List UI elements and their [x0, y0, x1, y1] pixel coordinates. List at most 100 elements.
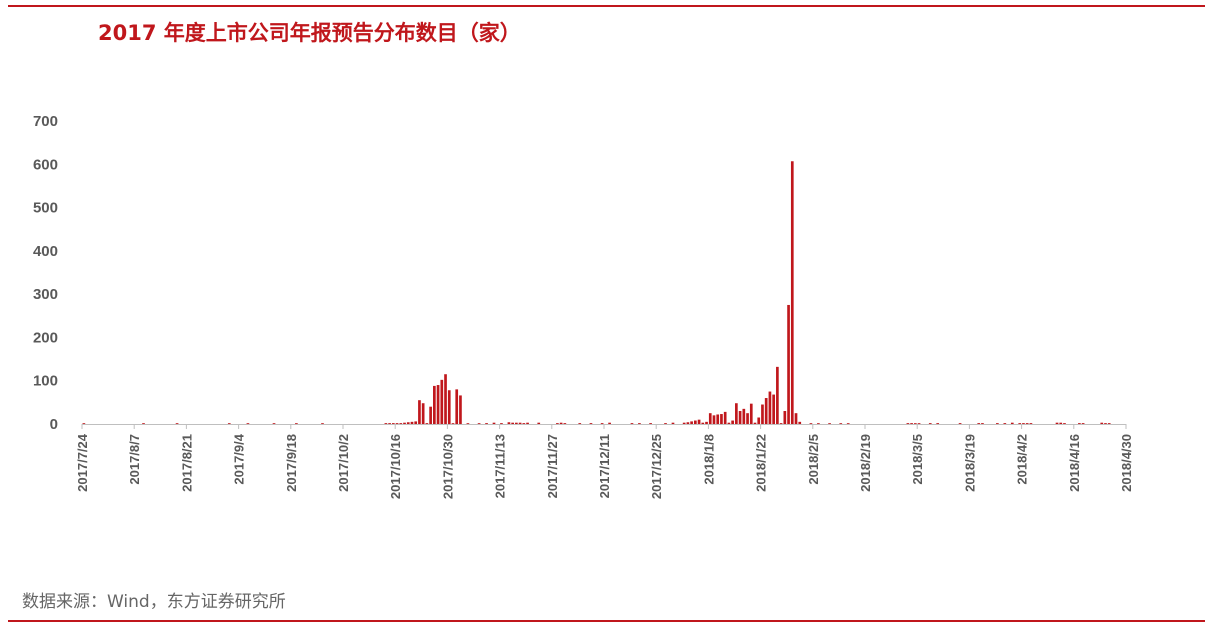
- bar: [686, 422, 690, 424]
- x-tick-label: 2018/4/2: [1015, 434, 1030, 485]
- bar: [809, 423, 813, 424]
- bar: [384, 423, 388, 424]
- bar: [321, 423, 324, 424]
- bar: [388, 423, 391, 424]
- x-tick-label: 2017/11/13: [493, 434, 508, 498]
- bar: [421, 403, 425, 424]
- bar: [403, 422, 406, 424]
- bar: [515, 422, 518, 424]
- bar: [406, 422, 410, 424]
- bar: [399, 423, 403, 424]
- bar: [839, 423, 843, 424]
- bar: [451, 423, 455, 424]
- bar: [418, 400, 421, 424]
- bar: [227, 423, 231, 424]
- bar: [563, 423, 567, 424]
- bar: [477, 423, 481, 424]
- bar: [701, 422, 705, 424]
- x-tick-label: 2017/10/30: [440, 434, 455, 499]
- bar: [746, 413, 749, 424]
- bar: [518, 422, 522, 424]
- bar: [705, 421, 708, 424]
- bar: [559, 422, 563, 424]
- x-tick-label: 2018/3/19: [962, 434, 977, 492]
- bar: [522, 423, 526, 424]
- bar: [749, 403, 753, 424]
- bar: [697, 419, 701, 424]
- bar: [910, 423, 913, 424]
- bar: [1104, 423, 1107, 424]
- bar: [794, 413, 798, 424]
- bar: [1010, 422, 1014, 424]
- bar: [1029, 423, 1033, 424]
- bar: [958, 423, 962, 424]
- bar: [738, 411, 742, 424]
- bar: [735, 403, 738, 424]
- bar: [727, 422, 731, 424]
- bar: [410, 421, 414, 424]
- chart-title: 2017 年度上市公司年报预告分布数目（家）: [98, 21, 521, 45]
- bar: [440, 379, 444, 424]
- bar: [790, 161, 794, 424]
- bar: [712, 415, 716, 424]
- bar: [246, 423, 250, 424]
- bar: [433, 385, 436, 424]
- y-tick-label: 400: [33, 243, 58, 260]
- bar: [779, 423, 783, 424]
- bar: [175, 423, 179, 424]
- bar: [671, 422, 675, 424]
- bar: [526, 422, 529, 424]
- bar: [142, 423, 145, 424]
- bar: [768, 391, 772, 424]
- bar: [761, 404, 764, 424]
- bar: [936, 423, 940, 424]
- bar: [1059, 422, 1063, 424]
- x-tick-label: 2017/10/2: [336, 434, 351, 492]
- bar: [414, 421, 418, 424]
- bar: [1063, 423, 1066, 424]
- bar: [638, 423, 641, 424]
- bar: [742, 408, 746, 424]
- bar: [720, 414, 723, 424]
- bar: [630, 423, 634, 424]
- y-tick-label: 500: [33, 200, 58, 217]
- bar: [391, 423, 395, 424]
- bar: [764, 398, 768, 424]
- x-tick-label: 2017/8/7: [127, 434, 142, 485]
- bar: [798, 421, 802, 424]
- bar: [429, 406, 432, 424]
- bar: [682, 422, 686, 424]
- bar: [1081, 423, 1085, 424]
- y-tick-label: 0: [50, 416, 58, 433]
- bar: [817, 423, 820, 424]
- x-tick-label: 2018/1/8: [701, 434, 716, 485]
- x-tick-label: 2017/12/11: [597, 434, 612, 498]
- x-tick-label: 2017/9/18: [284, 434, 299, 492]
- x-tick-label: 2017/10/16: [388, 434, 403, 499]
- bar: [694, 420, 697, 424]
- x-tick-label: 2018/4/30: [1119, 434, 1134, 492]
- x-axis: 2017/7/24 2017/8/7 2017/8/21 2017/9/4 2017/9…: [75, 424, 1134, 499]
- bar: [608, 422, 611, 424]
- bar: [1018, 423, 1022, 424]
- bar: [444, 374, 447, 424]
- x-tick-label: 2017/9/4: [232, 433, 247, 484]
- bar: [272, 423, 276, 424]
- x-tick-label: 2017/8/21: [179, 434, 194, 492]
- bar: [917, 423, 921, 424]
- bar: [492, 422, 496, 424]
- bottom-rule: [8, 620, 1205, 622]
- bar: [846, 423, 850, 424]
- y-tick-label: 100: [33, 373, 58, 390]
- bar: [425, 423, 429, 424]
- bar: [996, 423, 999, 424]
- bar: [913, 423, 917, 424]
- bar: [556, 423, 559, 424]
- x-tick-label: 2017/11/27: [545, 434, 560, 498]
- bar: [981, 423, 984, 424]
- bar: [753, 422, 757, 424]
- bar: [690, 421, 693, 424]
- bar: [447, 390, 451, 424]
- bar: [578, 423, 582, 424]
